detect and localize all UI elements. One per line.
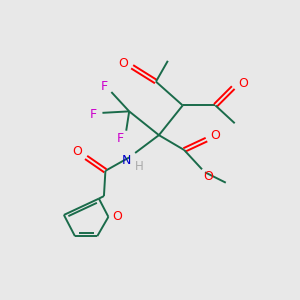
Text: O: O	[211, 129, 220, 142]
Text: O: O	[203, 170, 213, 183]
Text: O: O	[72, 145, 82, 158]
Text: F: F	[117, 132, 124, 145]
Text: H: H	[135, 160, 144, 173]
Text: F: F	[90, 108, 97, 121]
Text: O: O	[112, 210, 122, 224]
Text: O: O	[118, 57, 128, 70]
Text: O: O	[239, 76, 249, 90]
Text: N: N	[122, 154, 131, 167]
Text: F: F	[100, 80, 107, 93]
